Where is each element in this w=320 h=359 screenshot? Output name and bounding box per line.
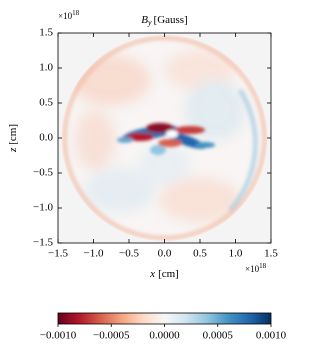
- y-label-unit: [cm]: [7, 124, 19, 145]
- colorbar-tick-label: −0.0005: [93, 330, 130, 342]
- diffuse-field: [70, 50, 245, 222]
- y-tick-label: −0.5: [33, 167, 53, 179]
- y-tick-label: 0.5: [39, 97, 53, 109]
- x-label-unit: [cm]: [158, 268, 179, 280]
- x-offset: ×1018: [245, 262, 267, 274]
- x-tick-label: 0.5: [193, 248, 207, 260]
- chart-title: By [Gauss]: [141, 14, 188, 27]
- y-tick-label: 1.5: [39, 27, 53, 39]
- title-subscript: y: [147, 18, 152, 27]
- colorbar-tick-label: 0.0000: [149, 330, 180, 342]
- x-axis-label: x [cm]: [149, 268, 179, 280]
- y-tick-label: −1.0: [33, 202, 53, 214]
- colorbar-tick-label: −0.0010: [40, 330, 77, 342]
- x-offset-base: ×10: [245, 264, 260, 274]
- x-tick-label: −0.5: [119, 248, 139, 260]
- y-offset-exponent: 18: [72, 9, 80, 17]
- x-tick-label: 0.0: [158, 248, 172, 260]
- x-tick-label: −1.5: [48, 248, 68, 260]
- y-tick-label: 1.0: [39, 62, 53, 74]
- x-label-symbol: x: [149, 268, 155, 280]
- x-tick-label: −1.0: [84, 248, 104, 260]
- field-image: [61, 35, 268, 241]
- x-tick-label: 1.0: [229, 248, 243, 260]
- colorbar: [57, 312, 272, 325]
- x-tick-label: 1.5: [264, 248, 278, 260]
- colorbar-tick-label: 0.0005: [203, 330, 234, 342]
- x-offset-exponent: 18: [259, 262, 267, 270]
- colorbar-tick-label: 0.0010: [256, 330, 287, 342]
- y-axis-label: z [cm]: [7, 124, 19, 153]
- y-label-symbol: z: [7, 147, 19, 153]
- y-offset: ×1018: [58, 9, 80, 21]
- y-tick-label: −1.5: [33, 237, 53, 249]
- central-structure: [117, 123, 215, 155]
- y-tick-label: 0.0: [39, 132, 53, 144]
- y-offset-base: ×10: [58, 11, 73, 21]
- title-symbol: B: [141, 14, 148, 26]
- title-unit: [Gauss]: [154, 14, 188, 26]
